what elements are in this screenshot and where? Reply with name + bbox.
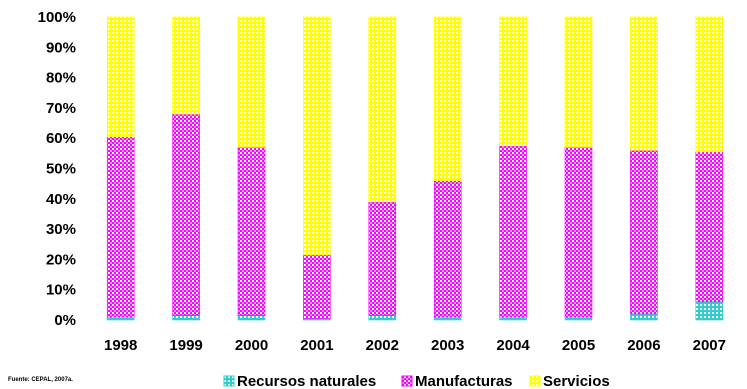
bar-manufacturas-2003 [433, 180, 462, 318]
bar-manufacturas-1998 [106, 136, 135, 318]
legend-swatch-recursos-naturales [223, 375, 235, 387]
x-tick-label: 2003 [431, 337, 464, 354]
bar-manufacturas-2002 [368, 201, 397, 316]
bar-recursos-naturales-2002 [368, 315, 397, 321]
y-tick-label: 10% [46, 282, 76, 299]
legend-label-servicios: Servicios [543, 373, 610, 389]
bar-servicios-2006 [630, 16, 658, 151]
y-tick-label: 60% [46, 130, 76, 147]
legend-label-recursos-naturales: Recursos naturales [237, 373, 376, 389]
bar-servicios-2005 [564, 16, 593, 148]
legend-swatch-manufacturas [401, 375, 413, 387]
x-tick-label: 2001 [300, 337, 333, 354]
bar-servicios-2002 [368, 16, 397, 203]
bar-servicios-2000 [237, 16, 266, 148]
y-tick-label: 20% [46, 251, 76, 268]
x-tick-label: 2007 [693, 337, 726, 354]
y-tick-label: 80% [46, 70, 76, 87]
bar-servicios-2004 [499, 16, 527, 147]
bar-manufacturas-2001 [303, 254, 331, 319]
x-tick-label: 2004 [496, 337, 530, 354]
bar-manufacturas-2007 [695, 151, 724, 303]
y-tick-label: 50% [46, 161, 76, 178]
y-tick-label: 0% [54, 312, 76, 329]
bar-manufacturas-2004 [499, 145, 527, 318]
y-tick-label: 30% [46, 221, 76, 238]
bar-recursos-naturales-2006 [630, 313, 658, 321]
source-note: Fuente: CEPAL, 2007a. [8, 377, 73, 383]
legend-swatch-servicios [529, 375, 541, 387]
bar-servicios-2001 [303, 16, 331, 256]
bar-manufacturas-2006 [630, 150, 658, 315]
x-tick-label: 1999 [169, 337, 202, 354]
plot-area [106, 16, 724, 321]
bar-servicios-2003 [433, 16, 462, 181]
bar-servicios-2007 [695, 16, 724, 153]
bar-servicios-1999 [172, 16, 200, 115]
y-tick-label: 40% [46, 191, 76, 208]
y-tick-label: 70% [46, 100, 76, 117]
bar-recursos-naturales-2000 [237, 315, 266, 321]
x-tick-label: 2005 [562, 337, 595, 354]
x-tick-label: 2002 [366, 337, 399, 354]
y-tick-label: 90% [46, 39, 76, 56]
legend: Recursos naturales Manufacturas Servicios [223, 373, 610, 389]
bar-recursos-naturales-2005 [564, 316, 593, 321]
y-axis: 0% 10% 20% 30% 40% 50% 60% 70% 80% 90% 100% [38, 9, 76, 329]
bar-manufacturas-1999 [172, 113, 200, 316]
bar-manufacturas-2000 [237, 147, 266, 316]
bar-recursos-naturales-2007 [695, 301, 724, 321]
bar-recursos-naturales-1999 [172, 315, 200, 321]
bar-recursos-naturales-2003 [433, 316, 462, 321]
legend-label-manufacturas: Manufacturas [415, 373, 513, 389]
x-tick-label: 1998 [104, 337, 137, 354]
bar-recursos-naturales-2004 [499, 316, 527, 321]
bar-servicios-1998 [106, 16, 135, 137]
bar-manufacturas-2005 [564, 147, 593, 318]
y-tick-label: 100% [38, 9, 76, 26]
bar-recursos-naturales-1998 [106, 316, 135, 321]
x-tick-label: 2006 [627, 337, 660, 354]
x-axis: 1998 1999 2000 2001 2002 2003 2004 2005 2006 2007 [104, 337, 726, 354]
x-tick-label: 2000 [235, 337, 268, 354]
